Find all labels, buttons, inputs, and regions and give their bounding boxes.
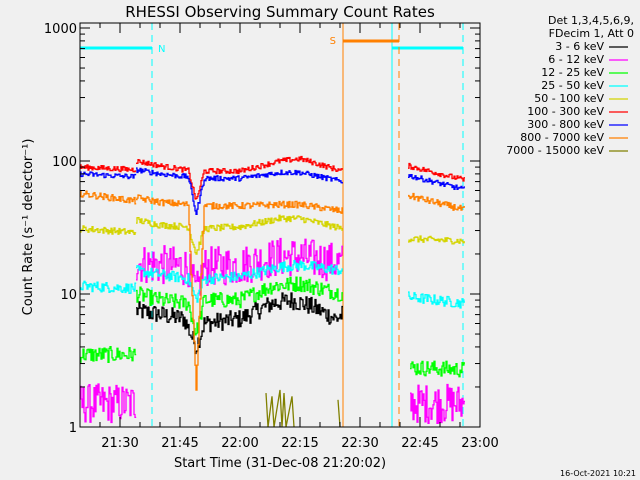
x-tick-label: 22:30 <box>341 436 378 451</box>
x-axis-label: Start Time (31-Dec-08 21:20:02) <box>174 456 386 471</box>
series-line-5 <box>80 155 465 200</box>
chart-title: RHESSI Observing Summary Count Rates <box>125 3 435 21</box>
axes: 21:30 21:45 22:00 22:15 22:30 22:45 23:00 1 10 10… <box>44 22 499 451</box>
y-tick-label: 100 <box>52 155 77 170</box>
x-tick-label: 21:30 <box>101 436 138 451</box>
legend: Det 1,3,4,5,6,9, FDecim 1, Att 0 3 - 6 k… <box>506 14 634 157</box>
x-tick-label: 22:15 <box>281 436 318 451</box>
legend-header-line-1: Det 1,3,4,5,6,9, <box>548 14 634 27</box>
x-tick-label: 23:00 <box>461 436 498 451</box>
plot-area: NS <box>79 23 465 428</box>
legend-entry-label: 3 - 6 keV <box>555 40 604 53</box>
series-line-3 <box>80 260 465 309</box>
legend-header-line-2: FDecim 1, Att 0 <box>549 27 634 40</box>
y-tick-label: 1000 <box>44 22 77 37</box>
series-line-7 <box>80 190 465 391</box>
y-axis-label: Count Rate (s⁻¹ detector⁻¹) <box>21 139 36 316</box>
series-line-4 <box>80 214 465 255</box>
footer-timestamp: 16-Oct-2021 10:21 <box>560 469 636 478</box>
series-line-6 <box>80 167 465 216</box>
plot-frame <box>79 22 481 428</box>
series-line-1 <box>80 237 465 424</box>
series-line-8 <box>265 389 341 428</box>
x-tick-label: 22:45 <box>401 436 438 451</box>
legend-entry-label: 50 - 100 keV <box>534 92 604 105</box>
legend-entry-label: 800 - 7000 keV <box>520 131 604 144</box>
legend-entry-label: 12 - 25 keV <box>541 66 604 79</box>
x-tick-label: 22:00 <box>221 436 258 451</box>
flag-saa-label: S <box>330 36 336 47</box>
legend-entry-label: 100 - 300 keV <box>527 105 604 118</box>
y-tick-label: 1 <box>69 421 77 436</box>
legend-entry-label: 7000 - 15000 keV <box>506 144 604 157</box>
legend-entry-label: 300 - 800 keV <box>527 118 604 131</box>
series-line-2 <box>80 276 465 378</box>
x-tick-label: 21:45 <box>161 436 198 451</box>
legend-entry-label: 6 - 12 keV <box>548 53 604 66</box>
flag-night-label: N <box>158 44 165 55</box>
series-line-0 <box>136 292 343 355</box>
legend-entry-label: 25 - 50 keV <box>541 79 604 92</box>
y-tick-label: 10 <box>60 288 77 303</box>
